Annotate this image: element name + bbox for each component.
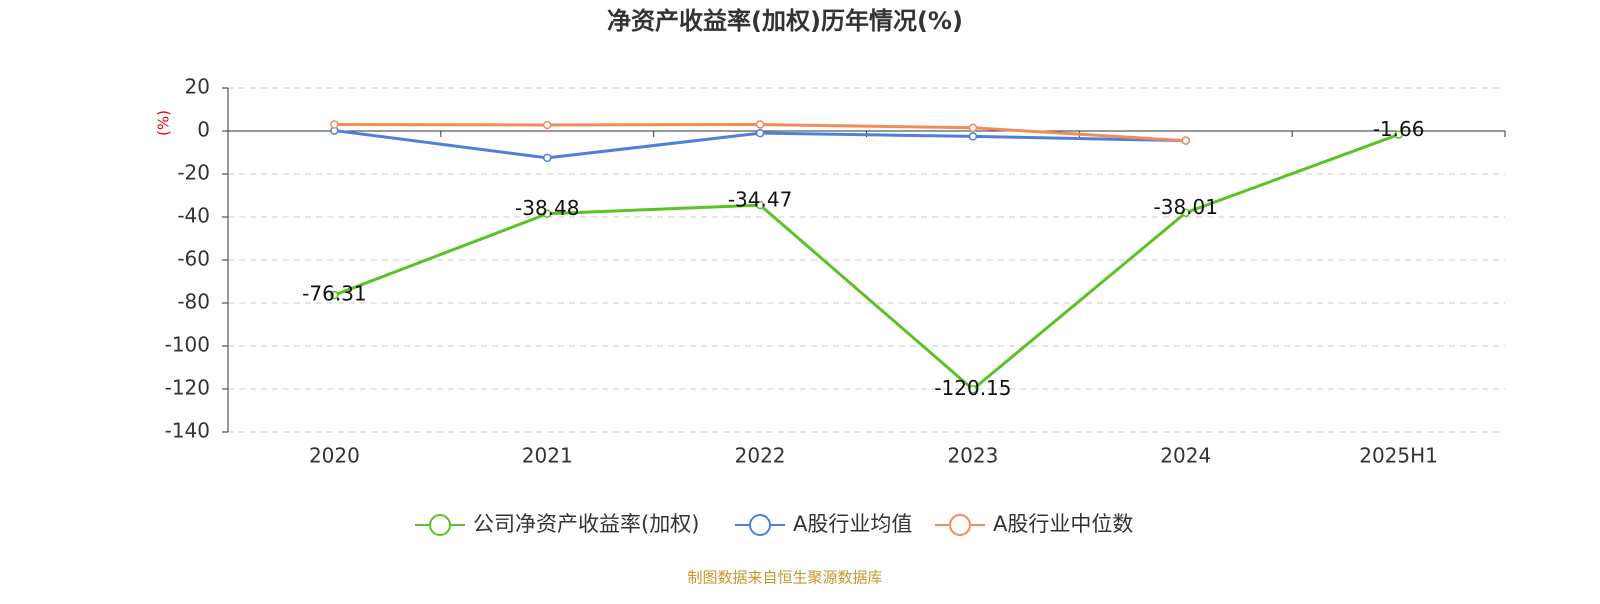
data-label: -76.31: [302, 282, 366, 306]
point: [968, 385, 978, 394]
point: [543, 120, 552, 130]
data-label: -1.66: [1373, 117, 1425, 141]
x-tick-label: 2021: [522, 444, 573, 468]
y-tick-label: -20: [177, 161, 210, 185]
point: [543, 209, 552, 218]
y-axis-label: (%): [155, 110, 173, 136]
legend-marker: [749, 514, 771, 536]
y-tick-label: 20: [185, 75, 210, 99]
x-tick-label: 2020: [309, 444, 360, 468]
point: [1394, 130, 1403, 139]
point: [968, 123, 978, 133]
series-line: [333, 133, 1400, 392]
legend-marker: [429, 514, 451, 536]
point: [755, 200, 765, 210]
x-tick-label: 2025H1: [1359, 444, 1438, 468]
point: [543, 153, 552, 163]
data-label: -38.01: [1154, 195, 1218, 219]
point: [755, 120, 765, 129]
chart-title: 净资产收益率(加权)历年情况(%): [607, 7, 963, 35]
legend-label[interactable]: A股行业均值: [793, 512, 912, 536]
legend-label[interactable]: 公司净资产收益率(加权): [473, 512, 699, 536]
data-label: -34.47: [728, 188, 792, 212]
x-tick-label: 2022: [735, 444, 786, 468]
point: [968, 132, 978, 141]
y-tick-label: 0: [197, 118, 210, 142]
legend-marker: [949, 514, 971, 536]
x-tick-label: 2024: [1160, 444, 1211, 468]
source-note: 制图数据来自恒生聚源数据库: [687, 569, 882, 587]
y-tick-label: -40: [177, 204, 210, 228]
y-tick-label: -120: [165, 376, 210, 400]
x-tick-label: 2023: [947, 444, 998, 468]
y-tick-label: -60: [177, 247, 210, 271]
point: [755, 128, 765, 138]
point: [1181, 208, 1190, 217]
legend-label[interactable]: A股行业中位数: [993, 512, 1133, 536]
point: [1181, 136, 1190, 145]
point: [330, 120, 339, 129]
y-tick-label: -140: [165, 419, 210, 443]
y-tick-label: -80: [177, 290, 210, 314]
data-label: -38.48: [515, 196, 579, 220]
y-tick-label: -100: [165, 333, 210, 357]
data-label: -120.15: [934, 376, 1011, 400]
point: [330, 290, 339, 300]
